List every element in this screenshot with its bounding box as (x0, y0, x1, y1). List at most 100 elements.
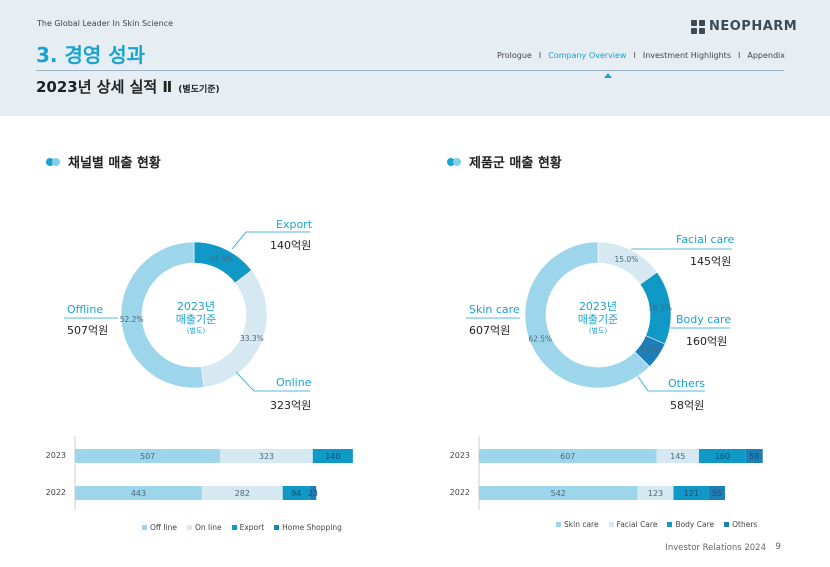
legend-label: Body Care (675, 520, 715, 529)
bar-segment-off-line (75, 449, 221, 463)
legend-label: On line (195, 523, 222, 532)
callout-others-val: 58억원 (670, 399, 705, 412)
legend-label: Skin care (564, 520, 599, 529)
nav-appendix[interactable]: Appendix (747, 51, 785, 60)
legend-label: Others (732, 520, 758, 529)
product-donut-center: 2023년 매출기준 (별도) (566, 300, 630, 336)
header-divider (36, 70, 784, 71)
callout-facial-val: 145억원 (690, 255, 732, 268)
bar-segment-skin-care (479, 486, 638, 500)
bar-segment-export (312, 449, 353, 463)
channel-donut-chart: 14.5% 33.3% 52.2% (120, 241, 268, 389)
bar-category-label: 2022 (46, 488, 66, 497)
page-number: 9 (775, 542, 781, 552)
top-nav: Prologue I Company Overview I Investment… (497, 51, 785, 60)
logo-text: NEOPHARM (709, 19, 798, 34)
bar-value-label: 58 (749, 452, 759, 461)
bar-category-label: 2023 (450, 451, 470, 460)
callout-others-value: 58억원 (670, 397, 704, 413)
donut-slice-label: 16.5% (648, 304, 672, 313)
bar-value-label: 507 (140, 452, 155, 461)
callout-facial-care: Facial care (676, 233, 734, 246)
donut-center-year: 2023년 (176, 300, 216, 313)
legend-item-export: Export (231, 523, 265, 532)
callout-offline-name: Offline (67, 303, 104, 316)
channel-donut-center: 2023년 매출기준 (별도) (164, 300, 228, 336)
legend-label: Home Shopping (282, 523, 342, 532)
bar-segment-body-care (673, 486, 709, 500)
callout-offline-val: 507억원 (67, 324, 109, 337)
donut-slice-skin-care (524, 241, 651, 389)
channel-heading-text: 채널별 매출 현황 (68, 156, 161, 171)
callout-facial-value: 145억원 (690, 253, 731, 269)
nav-active-marker-icon (604, 73, 612, 78)
channel-stacked-bar-chart: 2023 507 323 140 2022 443 282 94 23 (46, 436, 353, 510)
legend-item-others: Others (724, 520, 757, 529)
legend-swatch (142, 525, 147, 530)
callout-online-value: 323억원 (270, 397, 311, 413)
legend-item-body-care: Body Care (667, 520, 714, 529)
donut-center-note: (별도) (588, 327, 608, 335)
callout-offline: Offline (67, 303, 103, 316)
nav-company-overview[interactable]: Company Overview (548, 51, 627, 60)
bar-segment-skin-care (479, 449, 657, 463)
callout-skin-val: 607억원 (469, 324, 511, 337)
legend-swatch (556, 522, 561, 527)
bar-value-label: 121 (684, 489, 699, 498)
nav-separator: I (538, 51, 542, 60)
bar-segment-home-shopping (309, 486, 317, 500)
page-subtitle: 2023년 상세 실적 Ⅱ (별도기준) (36, 76, 220, 97)
callout-body-name: Body care (676, 313, 732, 326)
product-stacked-bar-chart: 2023 607 145 160 58 2022 542 123 121 55 (450, 436, 763, 510)
legend-item-facial-care: Facial Care (608, 520, 657, 529)
header-band: The Global Leader In Skin Science NEOPHA… (0, 0, 830, 116)
donut-slice-label: 33.3% (240, 334, 264, 343)
bar-segment-others (708, 486, 725, 500)
legend-swatch (187, 525, 192, 530)
bar-value-label: 94 (291, 489, 301, 498)
callout-body-val: 160억원 (686, 335, 728, 348)
channel-bar-legend: Off line On line Export Home Shopping (142, 523, 342, 532)
callout-online-name: Online (276, 376, 312, 389)
donut-center-note: (별도) (186, 327, 206, 335)
legend-label: Export (239, 523, 265, 532)
channel-sales-heading: 채널별 매출 현황 (46, 152, 161, 171)
nav-prologue[interactable]: Prologue (496, 51, 532, 60)
callout-body-care: Body care (676, 313, 731, 326)
donut-center-label: 매출기준 (577, 313, 619, 326)
section-title: 3. 경영 성과 (36, 43, 146, 67)
bar-category-label: 2023 (46, 451, 66, 460)
donut-center-label: 매출기준 (175, 313, 217, 326)
bar-segment-body-care (698, 449, 746, 463)
callout-others-name: Others (668, 377, 705, 390)
nav-investment-highlights[interactable]: Investment Highlights (642, 51, 731, 60)
bar-segment-facial-care (656, 449, 699, 463)
bar-segment-others (745, 449, 763, 463)
bar-value-label: 160 (715, 452, 730, 461)
nav-separator: I (633, 51, 636, 60)
legend-label: Off line (150, 523, 177, 532)
bar-segment-on-line (220, 449, 313, 463)
callout-others: Others (668, 377, 705, 390)
callout-export-val: 140억원 (270, 239, 312, 252)
bar-value-label: 282 (235, 489, 250, 498)
callout-export-value: 140억원 (270, 237, 311, 253)
legend-item-home-shopping: Home Shopping (274, 523, 342, 532)
bar-value-label: 443 (131, 489, 146, 498)
legend-item-on-line: On line (187, 523, 222, 532)
legend-swatch (608, 522, 614, 527)
legend-swatch (274, 525, 280, 530)
donut-center-year: 2023년 (578, 300, 618, 313)
legend-swatch (667, 522, 673, 527)
callout-skin-care: Skin care (469, 303, 520, 316)
callout-export-name: Export (276, 218, 313, 231)
bar-category-label: 2022 (450, 488, 470, 497)
bar-value-label: 23 (308, 489, 318, 498)
nav-separator: I (737, 51, 741, 60)
callout-online: Online (276, 376, 311, 389)
donut-slice-offline (120, 241, 205, 389)
donut-slice-label: 62.5% (528, 334, 552, 343)
product-donut-chart: 15.0% 16.5% 6.0% 62.5% (524, 241, 672, 389)
footer-text: Investor Relations 2024 (665, 543, 766, 553)
bar-value-label: 140 (325, 452, 340, 461)
